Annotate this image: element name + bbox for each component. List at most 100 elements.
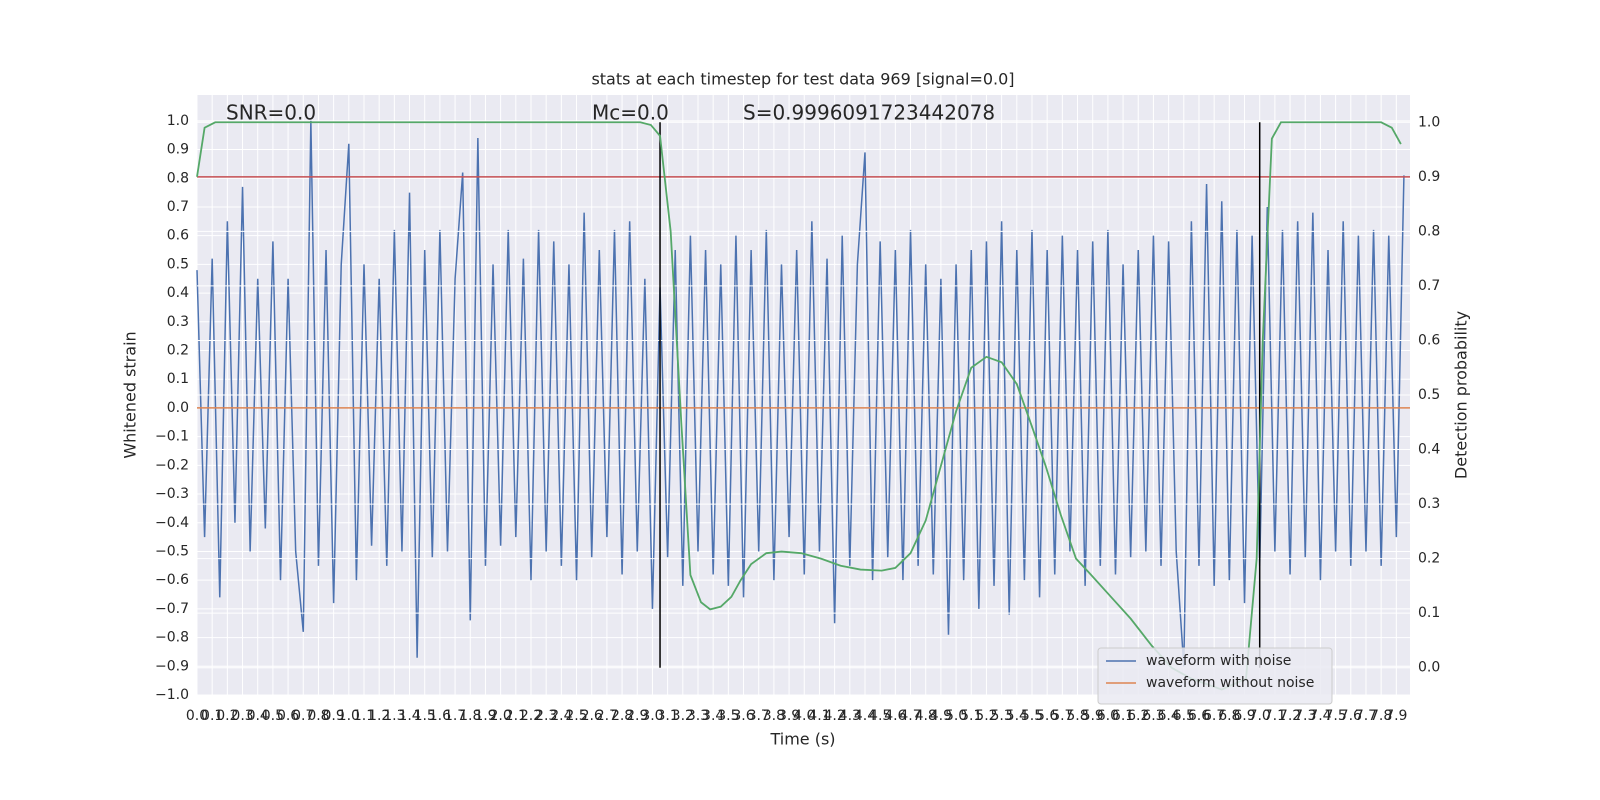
x-tick-label: 5.5 xyxy=(1021,708,1043,724)
x-tick-label: 3.2 xyxy=(672,708,694,724)
x-tick-label: 0.1 xyxy=(201,708,223,724)
x-tick-label: 0.9 xyxy=(323,708,345,724)
x-tick-label: 2.4 xyxy=(550,708,572,724)
x-tick-label: 6.2 xyxy=(1127,708,1149,724)
x-tick-label: 5.2 xyxy=(975,708,997,724)
y-tick-label: −0.8 xyxy=(155,630,189,646)
x-tick-label: 2.9 xyxy=(626,708,648,724)
x-tick-label: 0.0 xyxy=(186,708,208,724)
x-tick-label: 3.9 xyxy=(778,708,800,724)
x-tick-label: 2.1 xyxy=(505,708,527,724)
chart-title: stats at each timestep for test data 969… xyxy=(591,70,1014,89)
x-tick-label: 0.2 xyxy=(216,708,238,724)
x-tick-label: 7.4 xyxy=(1309,708,1331,724)
x-tick-label: 3.6 xyxy=(732,708,754,724)
x-tick-label: 1.9 xyxy=(474,708,496,724)
x-tick-label: 3.3 xyxy=(687,708,709,724)
y-tick-label: −0.6 xyxy=(155,572,189,588)
x-tick-label: 4.1 xyxy=(808,708,830,724)
legend-label: waveform without noise xyxy=(1146,675,1314,691)
x-tick-label: 7.6 xyxy=(1340,708,1362,724)
x-tick-label: 1.7 xyxy=(444,708,466,724)
x-tick-label: 4.6 xyxy=(884,708,906,724)
x-tick-label: 7.1 xyxy=(1264,708,1286,724)
x-tick-label: 4.5 xyxy=(869,708,891,724)
y-tick-label: 0.2 xyxy=(167,343,189,359)
x-tick-label: 4.2 xyxy=(823,708,845,724)
legend: waveform with noise waveform without nois… xyxy=(1097,647,1333,705)
x-tick-label: 2.8 xyxy=(611,708,633,724)
x-tick-label: 1.5 xyxy=(414,708,436,724)
x-tick-label: 1.6 xyxy=(429,708,451,724)
x-tick-label: 4.7 xyxy=(899,708,921,724)
y-tick-label: −0.3 xyxy=(155,486,189,502)
x-tick-label: 6.5 xyxy=(1173,708,1195,724)
x-tick-label: 0.4 xyxy=(247,708,269,724)
x-tick-label: 7.8 xyxy=(1370,708,1392,724)
y-tick-label: −0.9 xyxy=(155,658,189,674)
x-tick-label: 6.3 xyxy=(1142,708,1164,724)
y-tick-label: 0.0 xyxy=(167,400,189,416)
y2-tick-label: 0.5 xyxy=(1418,387,1440,403)
y-tick-label: 0.5 xyxy=(167,256,189,272)
y-tick-label: −1.0 xyxy=(155,687,189,703)
y-tick-label: 0.1 xyxy=(167,371,189,387)
x-tick-label: 1.2 xyxy=(368,708,390,724)
x-tick-label: 1.4 xyxy=(398,708,420,724)
x-tick-label: 1.3 xyxy=(383,708,405,724)
x-tick-label: 4.0 xyxy=(793,708,815,724)
x-tick-label: 2.2 xyxy=(520,708,542,724)
x-tick-label: 5.6 xyxy=(1036,708,1058,724)
y-tick-label: −0.5 xyxy=(155,543,189,559)
x-tick-label: 4.8 xyxy=(915,708,937,724)
x-tick-label: 6.8 xyxy=(1218,708,1240,724)
x-tick-label: 6.6 xyxy=(1188,708,1210,724)
x-tick-label: 3.8 xyxy=(763,708,785,724)
y2-tick-label: 0.9 xyxy=(1418,169,1440,185)
x-tick-label: 5.0 xyxy=(945,708,967,724)
data xyxy=(196,120,1410,667)
x-tick-label: 7.7 xyxy=(1355,708,1377,724)
x-tick-label: 2.3 xyxy=(535,708,557,724)
y2-tick-label: 1.0 xyxy=(1418,114,1440,130)
y2-tick-label: 0.7 xyxy=(1418,278,1440,294)
x-tick-label: 4.3 xyxy=(839,708,861,724)
y2-tick-label: 0.8 xyxy=(1418,223,1440,239)
x-tick-label: 1.8 xyxy=(459,708,481,724)
y2-tick-label: 0.1 xyxy=(1418,605,1440,621)
legend-label: waveform with noise xyxy=(1146,653,1291,669)
y2-tick-label: 0.2 xyxy=(1418,551,1440,567)
y-tick-label: −0.4 xyxy=(155,515,189,531)
annotation: Mc=0.0 xyxy=(592,101,669,125)
x-tick-label: 7.2 xyxy=(1279,708,1301,724)
x-tick-label: 5.8 xyxy=(1066,708,1088,724)
y-tick-label: 0.7 xyxy=(167,199,189,215)
annotation: S=0.9996091723442078 xyxy=(743,101,995,125)
x-tick-label: 5.4 xyxy=(1006,708,1028,724)
x-tick-label: 0.5 xyxy=(262,708,284,724)
y2-tick-label: 0.3 xyxy=(1418,496,1440,512)
x-tick-label: 5.1 xyxy=(960,708,982,724)
x-tick-label: 6.4 xyxy=(1157,708,1179,724)
x-tick-label: 7.5 xyxy=(1324,708,1346,724)
y2-tick-label: 0.6 xyxy=(1418,332,1440,348)
annotation: SNR=0.0 xyxy=(226,101,316,125)
x-tick-label: 4.9 xyxy=(930,708,952,724)
x-tick-label: 4.4 xyxy=(854,708,876,724)
x-tick-label: 2.5 xyxy=(565,708,587,724)
x-tick-label: 7.9 xyxy=(1385,708,1407,724)
y-tick-label: 0.6 xyxy=(167,228,189,244)
x-tick-label: 6.0 xyxy=(1097,708,1119,724)
x-tick-label: 5.3 xyxy=(990,708,1012,724)
x-tick-label: 3.7 xyxy=(748,708,770,724)
x-tick-label: 3.4 xyxy=(702,708,724,724)
x-tick-label: 2.0 xyxy=(489,708,511,724)
y-tick-label: 0.9 xyxy=(167,142,189,158)
y-tick-label: −0.2 xyxy=(155,457,189,473)
y2-tick-label: 0.0 xyxy=(1418,660,1440,676)
x-tick-label: 3.1 xyxy=(656,708,678,724)
x-tick-label: 3.0 xyxy=(641,708,663,724)
y2-tick-label: 0.4 xyxy=(1418,442,1440,458)
y-tick-label: −0.7 xyxy=(155,601,189,617)
